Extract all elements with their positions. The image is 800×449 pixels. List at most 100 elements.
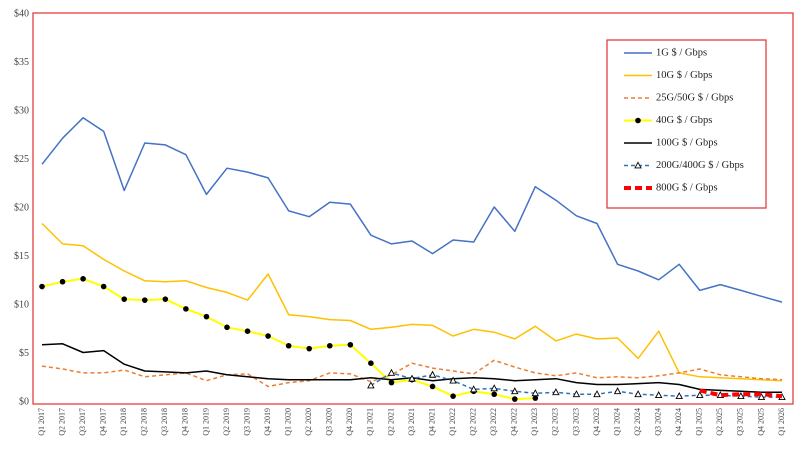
- x-tick-label: Q4 2020: [345, 408, 354, 436]
- y-tick-label: $5: [19, 348, 29, 359]
- x-tick-label: Q2 2021: [386, 408, 395, 436]
- series-line: [41, 222, 783, 382]
- marker: [552, 388, 560, 396]
- x-tick-label: Q2 2025: [715, 408, 724, 436]
- marker: [428, 370, 437, 378]
- x-tick-label: Q2 2023: [551, 408, 560, 436]
- marker: [450, 393, 456, 399]
- x-tick-label: Q1 2024: [612, 408, 621, 436]
- y-tick-label: $0: [19, 396, 29, 407]
- x-tick-label: Q4 2019: [263, 408, 272, 436]
- marker: [285, 342, 292, 349]
- marker: [347, 341, 354, 348]
- legend-label: 40G $ / Gbps: [656, 115, 712, 126]
- series-line: [41, 343, 782, 394]
- x-tick-label: Q4 2025: [756, 408, 765, 436]
- marker: [141, 297, 148, 303]
- marker: [408, 374, 416, 382]
- x-tick-label: Q2 2020: [304, 408, 313, 436]
- x-tick-label: Q4 2021: [427, 408, 436, 436]
- y-tick-label: $30: [14, 105, 29, 116]
- x-tick-label: Q3 2024: [653, 408, 662, 436]
- legend-label: 800G $ / Gbps: [656, 182, 718, 193]
- y-tick-label: $15: [14, 251, 29, 262]
- marker: [224, 324, 230, 331]
- marker: [593, 390, 601, 398]
- marker: [388, 379, 395, 386]
- x-tick-label: Q3 2021: [407, 408, 416, 436]
- x-tick-label: Q2 2017: [57, 408, 66, 436]
- marker: [449, 376, 457, 384]
- y-tick-label: $35: [14, 57, 29, 68]
- marker: [59, 278, 66, 285]
- marker: [654, 391, 663, 399]
- series-line: [41, 117, 783, 303]
- marker: [511, 387, 519, 395]
- marker: [162, 296, 169, 302]
- legend-label: 1G $ / Gbps: [656, 47, 707, 58]
- marker: [306, 345, 313, 352]
- x-tick-label: Q1 2023: [530, 408, 539, 436]
- legend-label: 100G $ / Gbps: [656, 137, 718, 148]
- x-tick-label: Q1 2026: [777, 408, 786, 436]
- x-tick-label: Q3 2017: [78, 408, 87, 436]
- marker: [634, 390, 642, 398]
- marker: [696, 391, 704, 399]
- plot-frame: [32, 12, 794, 405]
- marker: [183, 306, 189, 312]
- marker: [675, 392, 683, 400]
- marker: [203, 313, 210, 320]
- series-line: [41, 359, 783, 388]
- x-tick-label: Q3 2020: [325, 408, 334, 436]
- x-tick-label: Q2 2018: [140, 408, 149, 436]
- y-tick-label: $10: [14, 299, 29, 310]
- x-tick-label: Q1 2019: [201, 408, 210, 436]
- marker: [265, 333, 271, 339]
- marker: [100, 283, 107, 290]
- series-line: [699, 388, 783, 399]
- marker: [429, 383, 436, 390]
- x-tick-label: Q4 2023: [592, 408, 601, 436]
- x-tick-label: Q1 2020: [283, 408, 292, 436]
- legend-label: 25G/50G $ / Gbps: [656, 92, 733, 103]
- marker: [39, 283, 45, 290]
- marker: [368, 360, 374, 367]
- marker: [511, 396, 518, 402]
- x-tick-label: Q3 2019: [242, 408, 251, 436]
- x-tick-label: Q4 2018: [181, 408, 190, 436]
- x-tick-label: Q1 2021: [366, 408, 375, 436]
- marker: [367, 381, 375, 389]
- marker: [737, 392, 745, 400]
- marker: [387, 368, 396, 376]
- x-tick-label: Q1 2022: [448, 408, 457, 436]
- legend-label: 10G $ / Gbps: [656, 70, 712, 81]
- x-tick-label: Q3 2022: [489, 408, 498, 436]
- x-tick-label: Q3 2025: [736, 408, 745, 436]
- marker: [532, 395, 539, 401]
- y-tick-label: $20: [14, 202, 29, 213]
- x-tick-label: Q1 2018: [119, 408, 128, 436]
- x-tick-label: Q2 2019: [222, 408, 231, 436]
- x-tick-label: Q3 2023: [571, 408, 580, 436]
- marker: [80, 276, 86, 282]
- legend-marker: [635, 117, 641, 124]
- series-line: [41, 277, 536, 401]
- x-tick-label: Q1 2025: [695, 408, 704, 436]
- x-tick-label: Q4 2024: [674, 408, 683, 436]
- y-tick-label: $25: [14, 154, 29, 165]
- x-tick-label: Q4 2017: [98, 408, 107, 436]
- marker: [490, 384, 498, 392]
- y-tick-label: $40: [14, 8, 29, 19]
- marker: [469, 385, 478, 393]
- x-tick-label: Q1 2017: [37, 408, 46, 436]
- marker: [572, 390, 581, 398]
- marker: [121, 296, 128, 302]
- x-tick-label: Q4 2022: [510, 408, 519, 436]
- x-tick-label: Q2 2022: [468, 408, 477, 436]
- x-tick-label: Q2 2024: [633, 408, 642, 436]
- legend-frame: [606, 39, 767, 209]
- marker: [244, 328, 251, 334]
- marker: [326, 342, 333, 349]
- marker: [491, 391, 498, 398]
